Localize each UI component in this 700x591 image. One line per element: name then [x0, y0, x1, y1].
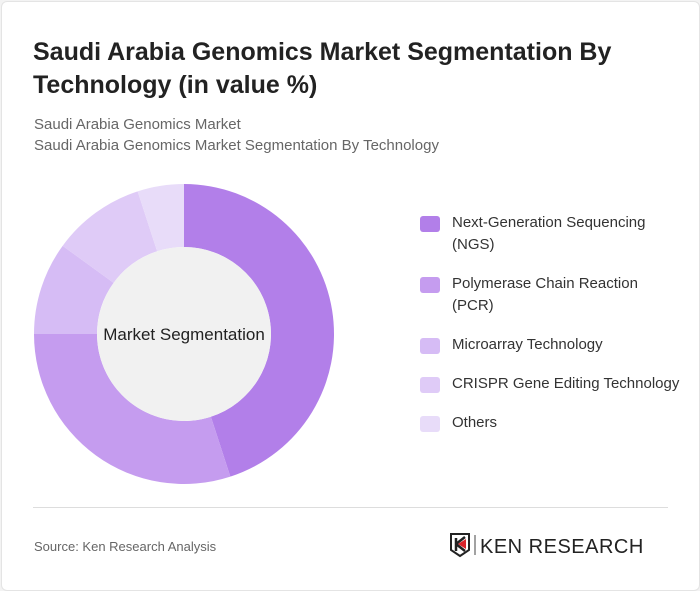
legend-swatch [420, 377, 440, 393]
legend-swatch [420, 277, 440, 293]
legend-swatch [420, 338, 440, 354]
source-text: Source: Ken Research Analysis [34, 539, 217, 554]
divider [33, 507, 668, 508]
subtitle-segmentation: Saudi Arabia Genomics Market Segmentatio… [34, 137, 439, 154]
legend-label: Next-Generation Sequencing (NGS) [452, 214, 646, 253]
donut-slice-1[interactable] [184, 184, 335, 477]
legend-label: Microarray Technology [452, 336, 603, 353]
donut-slice-5[interactable] [137, 184, 184, 252]
legend-label: Others [452, 414, 498, 431]
legend-swatch [420, 216, 440, 232]
donut-slice-4[interactable] [62, 191, 158, 283]
legend-item[interactable]: Microarray Technology [420, 334, 680, 356]
legend-label: CRISPR Gene Editing Technology [452, 375, 680, 392]
legend-item[interactable]: CRISPR Gene Editing Technology [420, 373, 680, 395]
donut-center [97, 247, 271, 421]
donut-chart: Market Segmentation [34, 184, 335, 485]
legend-item[interactable]: Next-Generation Sequencing (NGS) [420, 212, 680, 256]
chart-title: Saudi Arabia Genomics Market Segmentatio… [33, 38, 612, 99]
subtitle-market: Saudi Arabia Genomics Market [34, 116, 241, 133]
ken-research-logo: KEN RESEARCH [450, 533, 644, 558]
donut-slice-3[interactable] [34, 245, 114, 334]
legend-swatch [420, 416, 440, 432]
legend-label: Polymerase Chain Reaction (PCR) [452, 275, 638, 314]
legend: Next-Generation Sequencing (NGS) Polymera… [420, 212, 680, 434]
legend-item[interactable]: Others [420, 412, 680, 434]
donut-slice-2[interactable] [34, 334, 231, 485]
svg-text:KEN RESEARCH: KEN RESEARCH [480, 536, 644, 558]
center-label: Market Segmentation [103, 325, 265, 344]
legend-item[interactable]: Polymerase Chain Reaction (PCR) [420, 273, 680, 317]
